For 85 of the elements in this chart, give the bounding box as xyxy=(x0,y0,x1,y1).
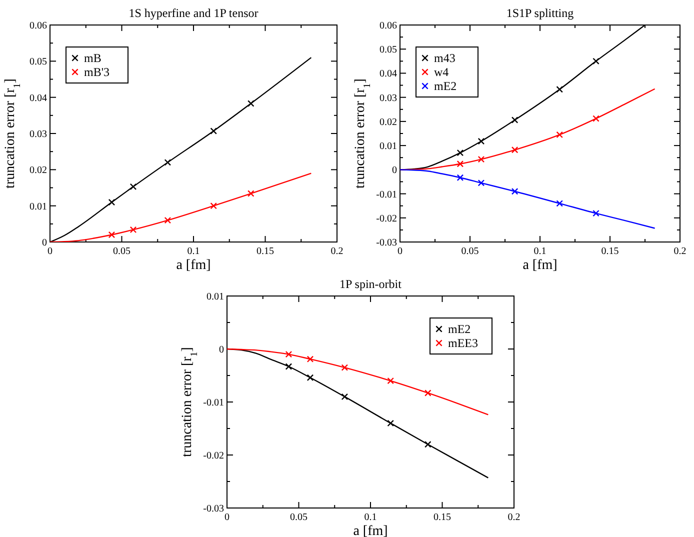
y-tick-label: 0.06 xyxy=(380,20,397,32)
y-tick-label: 0.02 xyxy=(30,165,47,176)
point xyxy=(478,180,485,186)
point xyxy=(424,441,432,448)
legend-label: w4 xyxy=(434,65,449,79)
line-series xyxy=(50,172,312,242)
point xyxy=(592,115,600,122)
point xyxy=(424,390,432,396)
point xyxy=(285,350,292,358)
point xyxy=(164,159,172,166)
point xyxy=(130,183,137,190)
legend-label: mE2 xyxy=(448,322,471,336)
y-tick-label: 0.01 xyxy=(206,292,224,302)
y-tick-label: -0.01 xyxy=(376,189,397,200)
point xyxy=(478,156,485,163)
x-tick-label: 0.2 xyxy=(508,512,520,523)
x-axis-title: a [fm] xyxy=(176,258,211,273)
point xyxy=(456,160,464,168)
point xyxy=(164,216,172,224)
y-tick-label: 0.04 xyxy=(30,92,47,104)
y-tick-label: 0 xyxy=(42,238,47,248)
point xyxy=(130,226,137,234)
point xyxy=(108,198,116,206)
point xyxy=(592,210,600,217)
x-tick-label: 0.05 xyxy=(290,512,308,523)
x-tick-label: 0.2 xyxy=(330,246,344,257)
point xyxy=(341,393,348,400)
y-tick-label: 0.03 xyxy=(30,129,47,140)
point xyxy=(387,377,394,384)
point xyxy=(478,138,485,145)
x-axis-title: a [fm] xyxy=(522,258,558,273)
y-tick-label: -0.02 xyxy=(376,213,397,224)
point xyxy=(341,364,348,371)
point xyxy=(210,128,217,134)
y-tick-label: 0.02 xyxy=(380,116,397,128)
chart-title: 1S hyperfine and 1P tensor xyxy=(128,6,258,20)
point xyxy=(306,356,314,362)
x-tick-label: 0.2 xyxy=(674,246,686,257)
point xyxy=(248,100,254,107)
x-tick-label: 0.15 xyxy=(256,246,274,257)
x-axis-title: a [fm] xyxy=(353,524,388,537)
y-tick-label: -0.03 xyxy=(376,238,397,248)
point xyxy=(387,420,394,427)
y-tick-label: 0.05 xyxy=(380,44,397,56)
y-tick-label: 0.03 xyxy=(380,92,397,104)
y-tick-label: 0 xyxy=(392,165,397,176)
point xyxy=(108,231,116,238)
point xyxy=(456,149,464,156)
point xyxy=(511,146,518,154)
x-tick-label: 0.05 xyxy=(461,246,479,257)
y-tick-label: 0.01 xyxy=(30,201,47,212)
legend-label: mB'3 xyxy=(84,65,110,79)
point xyxy=(592,58,600,65)
x-tick-label: 0.05 xyxy=(113,246,130,257)
point xyxy=(306,374,314,382)
y-tick-label: 0 xyxy=(219,344,224,356)
point xyxy=(456,174,464,182)
legend-label: m43 xyxy=(434,51,456,65)
x-tick-label: 0.1 xyxy=(534,246,546,257)
point xyxy=(210,202,217,210)
chart-title: 1S1P splitting xyxy=(506,6,574,20)
point xyxy=(556,86,563,93)
y-tick-label: -0.03 xyxy=(203,504,224,514)
x-tick-label: 0.1 xyxy=(364,512,377,523)
point xyxy=(285,363,292,370)
line-series xyxy=(227,348,489,416)
legend-label: mEE3 xyxy=(448,336,478,350)
chart-title: 1P spin-orbit xyxy=(340,277,402,291)
y-tick-label: 0.06 xyxy=(30,20,47,32)
legend-label: mB xyxy=(84,51,102,65)
y-tick-label: -0.02 xyxy=(203,450,224,462)
point xyxy=(511,116,518,124)
y-tick-label: 0.05 xyxy=(30,56,47,68)
x-tick-label: 0.15 xyxy=(434,512,451,523)
x-tick-label: 0.15 xyxy=(601,246,619,257)
legend-label: mE2 xyxy=(434,79,457,93)
x-tick-label: 0.1 xyxy=(187,246,200,257)
y-tick-label: -0.01 xyxy=(203,398,224,408)
y-tick-label: 0.01 xyxy=(380,141,397,152)
point xyxy=(511,188,518,195)
point xyxy=(556,200,563,207)
point xyxy=(556,131,563,138)
point xyxy=(248,190,254,197)
line-series xyxy=(400,169,656,229)
y-tick-label: 0.04 xyxy=(380,68,397,80)
